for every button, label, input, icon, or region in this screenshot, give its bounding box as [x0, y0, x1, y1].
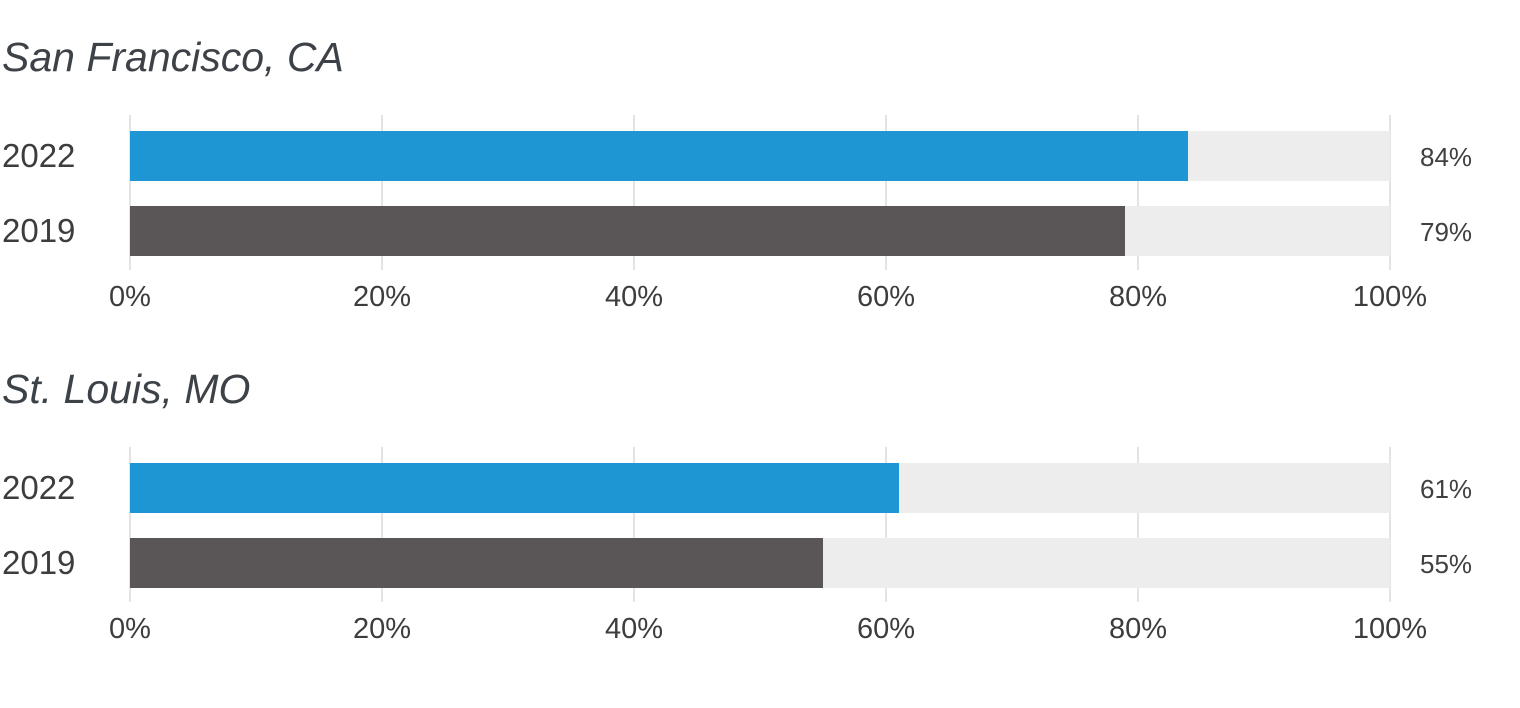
bar-row-2019 [130, 206, 1390, 256]
gridline-0pct [129, 447, 131, 602]
axis-tick-40pct: 40% [604, 613, 664, 645]
bar-row-2022 [130, 131, 1390, 181]
gridline-60pct [885, 447, 887, 602]
axis-tick-40pct: 40% [604, 281, 664, 313]
value-label-2022: 61% [1420, 474, 1473, 504]
chart-st-louis: St. Louis, MO 2022 2019 61% 55% 0% 20% 4… [0, 332, 1520, 663]
gridline-40pct [633, 115, 635, 270]
plot-area [129, 447, 1391, 602]
axis-tick-100pct: 100% [1352, 281, 1428, 313]
axis-tick-100pct: 100% [1352, 613, 1428, 645]
axis-tick-0pct: 0% [109, 281, 151, 313]
bar-track [130, 463, 1390, 513]
gridline-40pct [633, 447, 635, 602]
chart-san-francisco: San Francisco, CA 2022 2019 84% 79% 0% 2… [0, 0, 1520, 331]
gridline-20pct [381, 115, 383, 270]
bar-2019 [130, 206, 1126, 256]
chart-title: St. Louis, MO [2, 366, 251, 412]
value-label-2022: 84% [1420, 142, 1473, 172]
value-label-2019: 79% [1420, 217, 1473, 247]
bar-row-2022 [130, 463, 1390, 513]
gridline-60pct [885, 115, 887, 270]
bar-2022 [130, 463, 899, 513]
bar-track [130, 206, 1390, 256]
row-label-2019: 2019 [2, 544, 76, 581]
gridline-80pct [1137, 115, 1139, 270]
axis-tick-80pct: 80% [1108, 613, 1168, 645]
row-label-2022: 2022 [2, 137, 76, 174]
row-label-2022: 2022 [2, 469, 76, 506]
axis-tick-60pct: 60% [856, 613, 916, 645]
row-label-2019: 2019 [2, 212, 76, 249]
bar-track [130, 538, 1390, 588]
gridline-100pct [1389, 447, 1391, 602]
gridline-100pct [1389, 115, 1391, 270]
bar-track [130, 131, 1390, 181]
value-label-2019: 55% [1420, 549, 1473, 579]
axis-tick-80pct: 80% [1108, 281, 1168, 313]
axis-tick-20pct: 20% [352, 281, 412, 313]
gridline-80pct [1137, 447, 1139, 602]
bar-row-2019 [130, 538, 1390, 588]
axis-tick-20pct: 20% [352, 613, 412, 645]
chart-title: San Francisco, CA [2, 34, 344, 80]
plot-area [129, 115, 1391, 270]
axis-tick-0pct: 0% [109, 613, 151, 645]
bar-2022 [130, 131, 1189, 181]
axis-tick-60pct: 60% [856, 281, 916, 313]
gridline-0pct [129, 115, 131, 270]
gridline-20pct [381, 447, 383, 602]
bar-2019 [130, 538, 823, 588]
